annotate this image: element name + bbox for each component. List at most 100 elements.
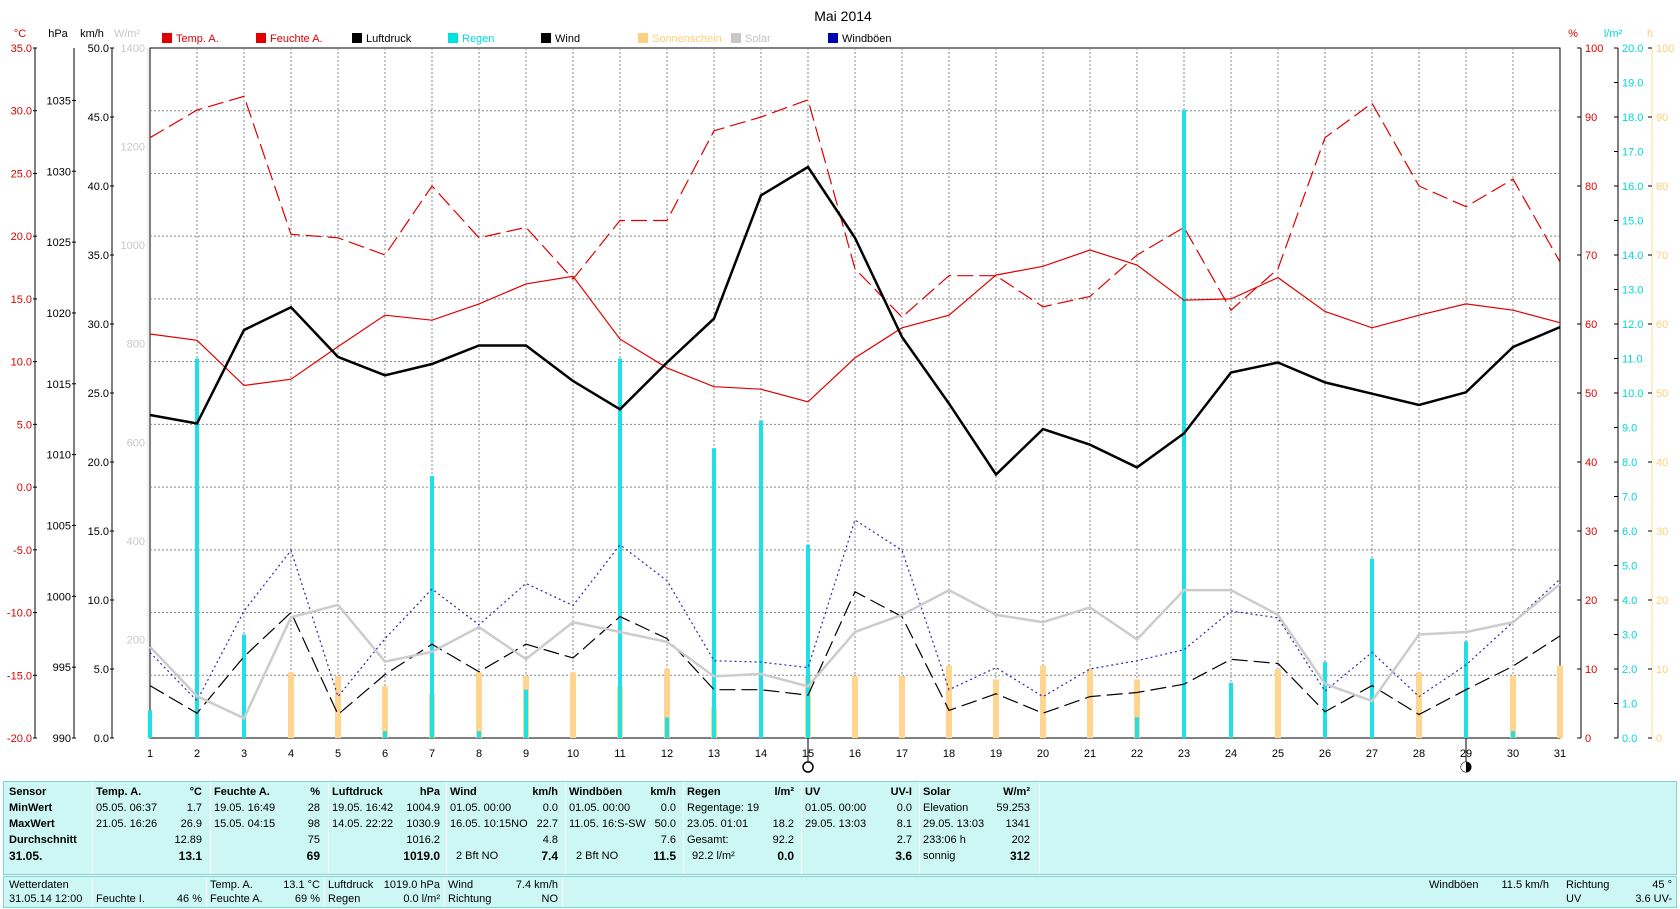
gust-current: 11.5 bbox=[653, 849, 676, 863]
temp-avg: 12.89 bbox=[174, 834, 202, 846]
pressure-tick-label: 995 bbox=[53, 662, 71, 674]
sun-tick-label: 10 bbox=[1656, 664, 1668, 676]
sunshine-bar bbox=[476, 672, 482, 738]
rain-bar bbox=[1511, 731, 1515, 738]
series-line-feuchte-a bbox=[149, 95, 1561, 318]
sunshine-bar bbox=[852, 675, 858, 738]
humidity-min-time: 19.05. 16:49 bbox=[214, 802, 276, 814]
legend-label: Wind bbox=[555, 33, 580, 45]
humidity-max-time: 15.05. 04:15 bbox=[214, 818, 276, 830]
x-tick-label: 2 bbox=[194, 748, 200, 760]
solar-tick-label: 400 bbox=[127, 536, 145, 548]
temp-max: 26.9 bbox=[180, 818, 202, 830]
wind-axis-unit: km/h bbox=[80, 28, 104, 40]
rain-tick-label: 8.0 bbox=[1622, 457, 1637, 469]
sunshine-bar bbox=[1134, 679, 1140, 738]
solar-tick-label: 1200 bbox=[121, 142, 145, 154]
solar-max-time: 29.05. 13:03 bbox=[923, 818, 985, 830]
weather-humidity: 69 % bbox=[294, 893, 320, 905]
rain-tick-label: 5.0 bbox=[1622, 561, 1637, 573]
wind-header: Wind bbox=[450, 786, 477, 798]
wind-unit: km/h bbox=[532, 786, 558, 798]
solar-tick-label: 1400 bbox=[121, 43, 145, 55]
rain-tick-label: 12.0 bbox=[1622, 319, 1643, 331]
legend-label: Windböen bbox=[842, 33, 892, 45]
sun-tick-label: 20 bbox=[1656, 595, 1668, 607]
sun-axis-unit: h bbox=[1647, 28, 1653, 40]
rain-tick-label: 11.0 bbox=[1622, 354, 1643, 366]
rain-unit: l/m² bbox=[774, 786, 794, 798]
pressure-tick-label: 990 bbox=[53, 733, 71, 745]
gust-max-time: 11.05. 16:S-SW bbox=[569, 818, 646, 830]
humidity-tick-label: 20 bbox=[1585, 595, 1597, 607]
pressure-header: Luftdruck bbox=[332, 786, 383, 798]
row-label-min: MinWert bbox=[9, 802, 53, 814]
wind-current: 7.4 bbox=[541, 849, 558, 863]
weather-pressure-label: Luftdruck bbox=[328, 879, 374, 891]
x-tick-label: 16 bbox=[849, 748, 861, 760]
weather-gust-direction: 45 ° bbox=[1652, 879, 1672, 891]
weather-temp-label: Temp. A. bbox=[210, 879, 253, 891]
wind-tick-label: 25.0 bbox=[88, 388, 109, 400]
solar-sunny-label: sonnig bbox=[923, 850, 956, 862]
temp-header: Temp. A. bbox=[96, 786, 142, 798]
sunshine-bar bbox=[1510, 675, 1516, 738]
wind-tick-label: 0.0 bbox=[94, 733, 109, 745]
uv-min-time: 01.05. 00:00 bbox=[805, 802, 867, 814]
legend-label: Regen bbox=[462, 33, 494, 45]
rain-bar bbox=[1323, 662, 1327, 738]
pressure-avg: 1016.2 bbox=[406, 834, 440, 846]
rain-header: Regen bbox=[687, 786, 721, 798]
series-line-luftdruck bbox=[149, 165, 1561, 477]
wind-tick-label: 20.0 bbox=[88, 457, 109, 469]
x-tick-label: 3 bbox=[241, 748, 247, 760]
rain-current-text: 92.2 l/m² bbox=[692, 850, 735, 862]
indoor-humidity-label: Feuchte I. bbox=[96, 893, 145, 905]
full-moon-icon bbox=[802, 761, 814, 773]
weather-direction: NO bbox=[541, 893, 559, 905]
weather-wind: 7.4 km/h bbox=[515, 879, 558, 891]
x-tick-label: 25 bbox=[1272, 748, 1284, 760]
wind-max: 22.7 bbox=[536, 818, 558, 830]
rain-tick-label: 20.0 bbox=[1622, 43, 1643, 55]
uv-avg: 2.7 bbox=[896, 834, 912, 846]
sun-tick-label: 100 bbox=[1656, 43, 1674, 55]
wind-tick-label: 5.0 bbox=[94, 664, 109, 676]
pressure-min: 1004.9 bbox=[406, 802, 440, 814]
gust-current-bft: 2 Bft NO bbox=[576, 850, 619, 862]
gust-min: 0.0 bbox=[660, 802, 676, 814]
rain-tick-label: 17.0 bbox=[1622, 147, 1643, 159]
rain-max-time: 23.05. 01:01 bbox=[687, 818, 749, 830]
sunshine-bar bbox=[382, 686, 388, 738]
row-label-date: 31.05. bbox=[9, 849, 43, 863]
weather-gust-direction-label: Richtung bbox=[1566, 879, 1610, 891]
x-tick-label: 22 bbox=[1131, 748, 1143, 760]
wind-avg: 4.8 bbox=[542, 834, 558, 846]
x-tick-label: 8 bbox=[476, 748, 482, 760]
weather-gust-label: Windböen bbox=[1429, 879, 1479, 891]
temp-tick-label: -5.0 bbox=[13, 545, 32, 557]
rain-tick-label: 19.0 bbox=[1622, 78, 1643, 90]
chart-title: Mai 2014 bbox=[814, 8, 872, 24]
rain-tick-label: 16.0 bbox=[1622, 181, 1643, 193]
x-tick-label: 11 bbox=[614, 748, 625, 760]
rain-bar bbox=[383, 731, 387, 738]
temp-tick-label: -20.0 bbox=[7, 733, 32, 745]
rain-tick-label: 18.0 bbox=[1622, 112, 1643, 124]
rain-bar bbox=[806, 544, 810, 738]
wind-tick-label: 40.0 bbox=[88, 181, 109, 193]
x-tick-label: 30 bbox=[1507, 748, 1519, 760]
legend-label: Feuchte A. bbox=[270, 33, 323, 45]
rain-tick-label: 0.0 bbox=[1622, 733, 1637, 745]
wind-min-time: 01.05. 00:00 bbox=[450, 802, 512, 814]
wind-tick-label: 50.0 bbox=[88, 43, 109, 55]
weather-chart: °C35.030.025.020.015.010.05.00.0-5.0-10.… bbox=[7, 8, 1674, 773]
x-tick-label: 7 bbox=[429, 748, 435, 760]
wind-tick-label: 10.0 bbox=[88, 595, 109, 607]
x-tick-label: 10 bbox=[567, 748, 579, 760]
weather-temp: 13.1 °C bbox=[283, 879, 320, 891]
weather-label: Wetterdaten bbox=[9, 879, 69, 891]
rain-bar bbox=[1370, 558, 1374, 738]
legend-swatch bbox=[828, 33, 838, 43]
humidity-current: 69 bbox=[306, 849, 320, 863]
